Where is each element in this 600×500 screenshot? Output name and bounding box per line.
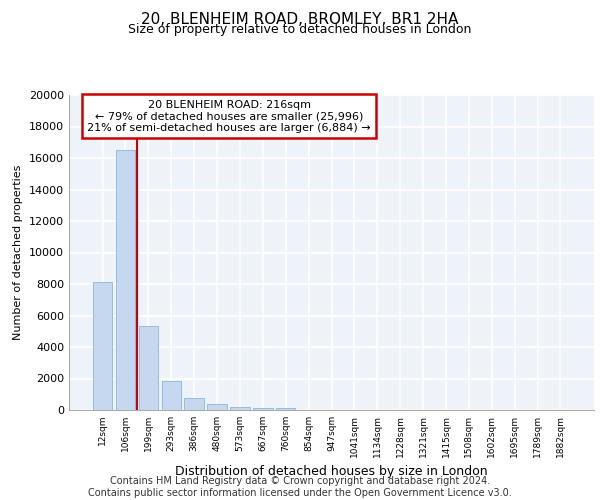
Bar bbox=[276, 408, 295, 410]
Text: Contains HM Land Registry data © Crown copyright and database right 2024.
Contai: Contains HM Land Registry data © Crown c… bbox=[88, 476, 512, 498]
Bar bbox=[116, 150, 135, 410]
Bar bbox=[230, 407, 250, 410]
Bar bbox=[139, 326, 158, 410]
Bar bbox=[253, 408, 272, 410]
Text: 20 BLENHEIM ROAD: 216sqm
← 79% of detached houses are smaller (25,996)
21% of se: 20 BLENHEIM ROAD: 216sqm ← 79% of detach… bbox=[88, 100, 371, 133]
Bar bbox=[93, 282, 112, 410]
Y-axis label: Number of detached properties: Number of detached properties bbox=[13, 165, 23, 340]
X-axis label: Distribution of detached houses by size in London: Distribution of detached houses by size … bbox=[175, 466, 488, 478]
Bar bbox=[208, 404, 227, 410]
Text: Size of property relative to detached houses in London: Size of property relative to detached ho… bbox=[128, 22, 472, 36]
Bar bbox=[161, 381, 181, 410]
Text: 20, BLENHEIM ROAD, BROMLEY, BR1 2HA: 20, BLENHEIM ROAD, BROMLEY, BR1 2HA bbox=[142, 12, 458, 28]
Bar bbox=[184, 398, 204, 410]
